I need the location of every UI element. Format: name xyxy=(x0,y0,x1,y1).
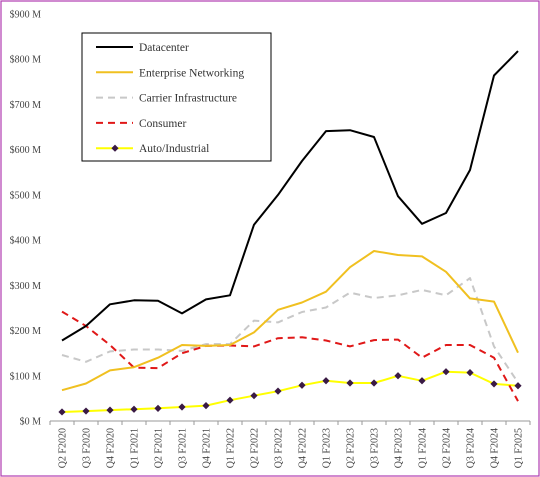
series-line-consumer xyxy=(61,310,519,402)
x-tick-label: Q2 F2023 xyxy=(346,428,357,468)
x-tick-label: Q3 F2020 xyxy=(82,428,93,468)
legend-label: Auto/Industrial xyxy=(139,143,209,155)
x-tick-label: Q3 F2024 xyxy=(466,428,477,468)
legend-label: Carrier Infrastructure xyxy=(139,93,237,105)
y-tick-label: $500 M xyxy=(10,190,42,201)
data-point-marker xyxy=(154,404,162,412)
legend-marker xyxy=(111,144,119,152)
y-tick-label: $0 M xyxy=(20,417,42,428)
data-point-marker xyxy=(202,402,210,410)
data-point-marker xyxy=(322,377,330,385)
x-tick-label: Q4 F2023 xyxy=(394,428,405,468)
x-tick-label: Q1 F2025 xyxy=(514,428,525,468)
series-line-auto-industrial xyxy=(61,370,519,413)
y-tick-label: $800 M xyxy=(10,55,42,66)
data-point-marker xyxy=(298,381,306,389)
x-tick-label: Q4 F2024 xyxy=(490,428,501,468)
x-tick-label: Q2 F2020 xyxy=(58,428,69,468)
data-point-marker xyxy=(514,382,522,390)
data-point-marker xyxy=(250,392,258,400)
series-line-datacenter xyxy=(61,50,519,342)
data-point-marker xyxy=(490,380,498,388)
x-tick-label: Q1 F2022 xyxy=(226,428,237,468)
data-point-marker xyxy=(394,372,402,380)
x-tick-label: Q2 F2024 xyxy=(442,428,453,468)
x-tick-label: Q1 F2021 xyxy=(130,428,141,468)
legend-label: Datacenter xyxy=(139,42,189,54)
data-point-marker xyxy=(58,408,66,416)
x-tick-label: Q4 F2020 xyxy=(106,428,117,468)
x-tick-label: Q3 F2023 xyxy=(370,428,381,468)
series-line-carrier-infrastructure xyxy=(61,277,519,384)
x-tick-label: Q3 F2021 xyxy=(178,428,189,468)
x-tick-label: Q4 F2021 xyxy=(202,428,213,468)
y-tick-label: $300 M xyxy=(10,281,42,292)
data-point-marker xyxy=(442,368,450,376)
y-axis: $0 M $100 M $200 M $300 M $400 M $500 M $600 M… xyxy=(10,10,42,428)
data-point-marker xyxy=(82,407,90,415)
data-point-marker xyxy=(346,379,354,387)
x-tick-label: Q2 F2021 xyxy=(154,428,165,468)
data-point-marker xyxy=(418,377,426,385)
data-point-marker xyxy=(466,369,474,377)
legend-label: Consumer xyxy=(139,118,186,130)
data-point-marker xyxy=(106,406,114,414)
data-point-marker xyxy=(130,405,138,413)
y-tick-label: $600 M xyxy=(10,145,42,156)
x-axis: Q2 F2020 Q3 F2020 Q4 F2020 Q1 F2021 Q2 F2021… xyxy=(49,421,531,468)
x-tick-label: Q1 F2023 xyxy=(322,428,333,468)
x-tick-label: Q4 F2022 xyxy=(298,428,309,468)
legend: Datacenter Enterprise Networking Carrier I… xyxy=(81,32,272,162)
data-point-marker xyxy=(370,379,378,387)
legend-label: Enterprise Networking xyxy=(139,67,244,79)
series-layer xyxy=(58,50,522,416)
y-tick-label: $200 M xyxy=(10,326,42,337)
x-tick-label: Q2 F2022 xyxy=(250,428,261,468)
data-point-marker xyxy=(178,403,186,411)
x-tick-label: Q1 F2024 xyxy=(418,428,429,468)
y-tick-label: $100 M xyxy=(10,371,42,382)
y-tick-label: $900 M xyxy=(10,10,42,21)
series-line-enterprise-networking xyxy=(61,250,519,392)
x-tick-label: Q3 F2022 xyxy=(274,428,285,468)
y-tick-label: $700 M xyxy=(10,100,42,111)
data-point-marker xyxy=(226,396,234,404)
data-point-marker xyxy=(274,387,282,395)
y-tick-label: $400 M xyxy=(10,236,42,247)
